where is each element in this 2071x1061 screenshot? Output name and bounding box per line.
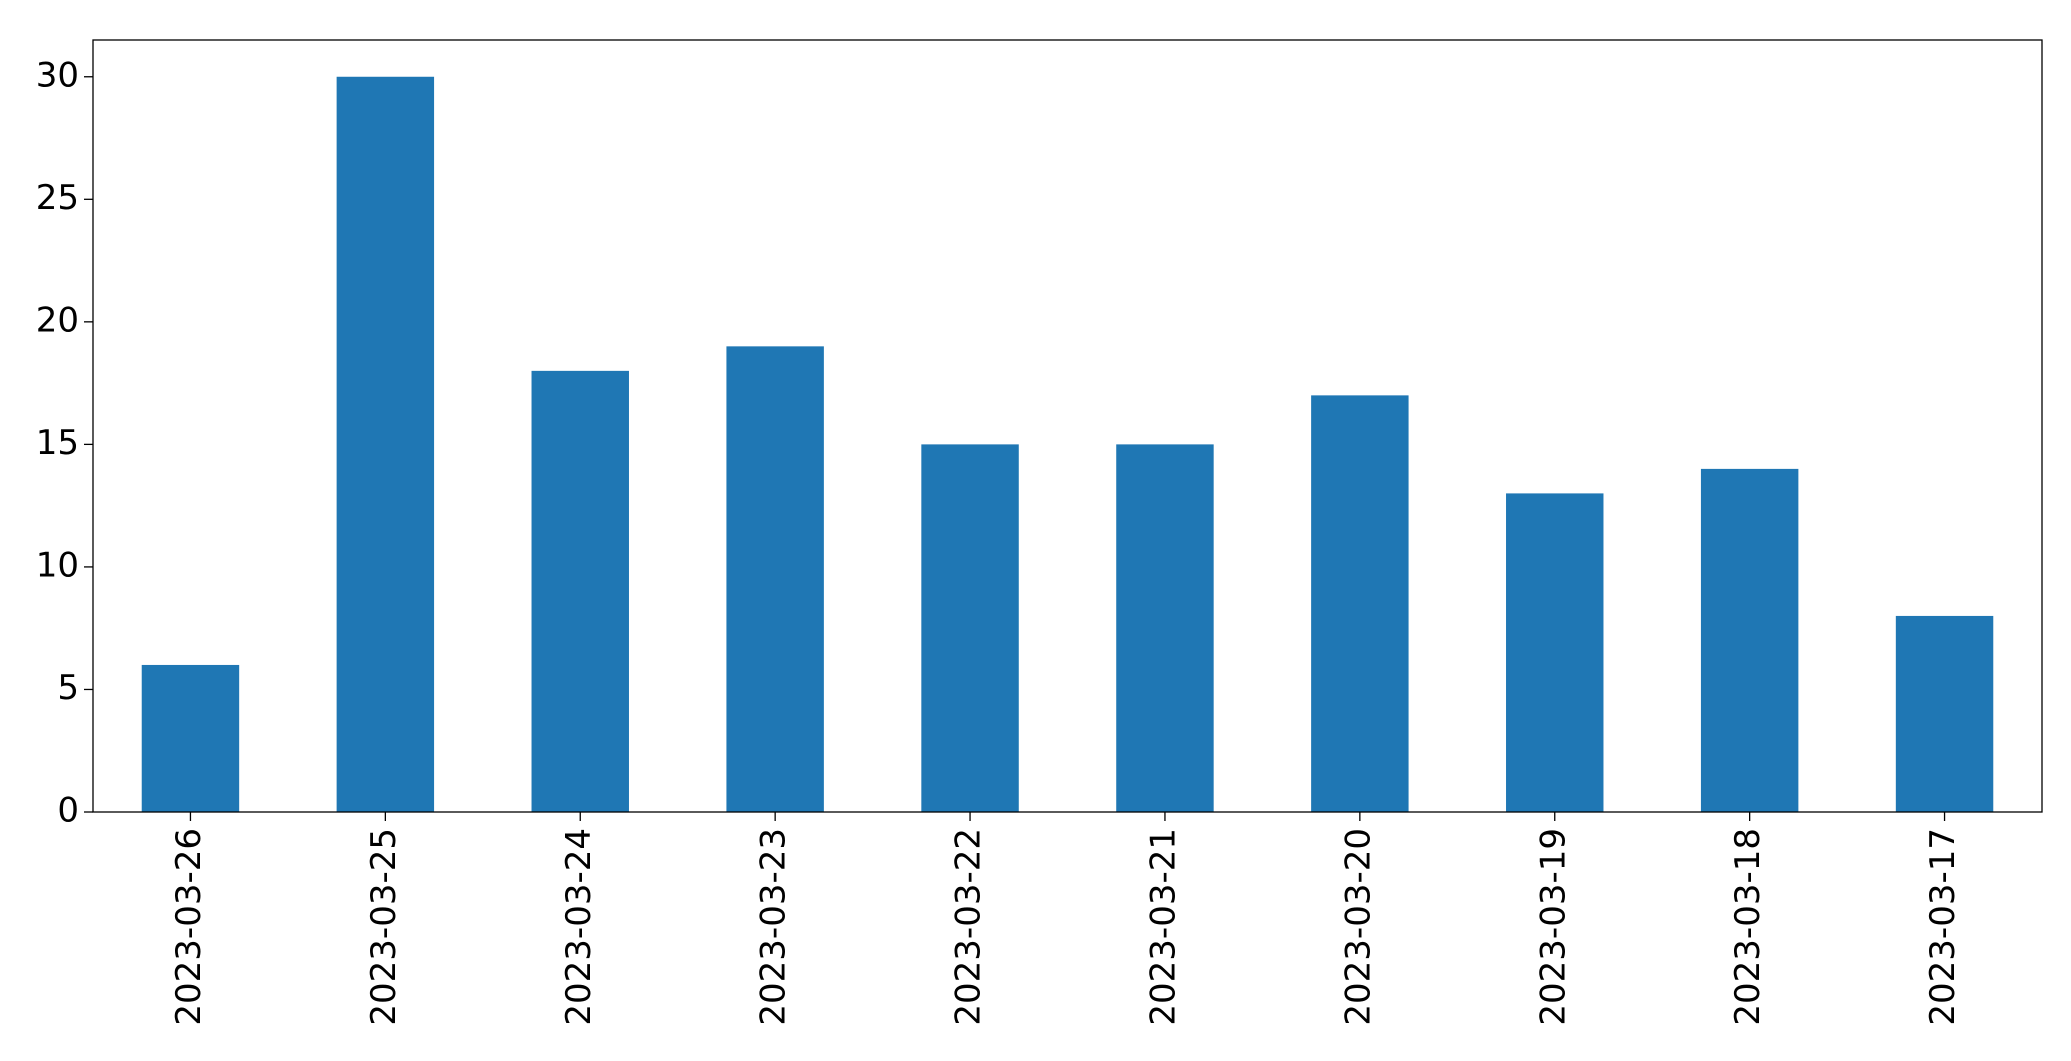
y-tick-label: 10 (36, 545, 79, 585)
bar (1895, 615, 1994, 812)
bar (1700, 468, 1799, 812)
y-tick-label: 30 (36, 55, 79, 95)
bar (726, 346, 824, 812)
y-tick-label: 5 (57, 668, 79, 708)
x-tick-label: 2023-03-23 (754, 828, 794, 1026)
y-tick-label: 0 (57, 791, 79, 831)
x-tick-label: 2023-03-18 (1728, 828, 1768, 1026)
bar (1311, 395, 1409, 812)
x-tick-label: 2023-03-21 (1143, 828, 1183, 1026)
x-tick-label: 2023-03-25 (364, 828, 404, 1026)
bar (1506, 493, 1604, 812)
x-tick-label: 2023-03-22 (949, 828, 989, 1026)
bar (531, 370, 629, 812)
bar (141, 664, 240, 812)
bar (921, 444, 1019, 812)
x-tick-label: 2023-03-24 (559, 828, 599, 1026)
x-tick-label: 2023-03-19 (1533, 828, 1573, 1026)
x-tick-label: 2023-03-20 (1338, 828, 1378, 1026)
y-tick-label: 15 (36, 423, 79, 463)
x-tick-label: 2023-03-17 (1923, 828, 1963, 1026)
bar (336, 76, 435, 812)
x-tick-label: 2023-03-26 (169, 828, 209, 1026)
y-tick-label: 25 (36, 178, 79, 218)
plot-frame (92, 39, 2043, 813)
y-tick-label: 20 (36, 300, 79, 340)
bar (1116, 444, 1214, 812)
